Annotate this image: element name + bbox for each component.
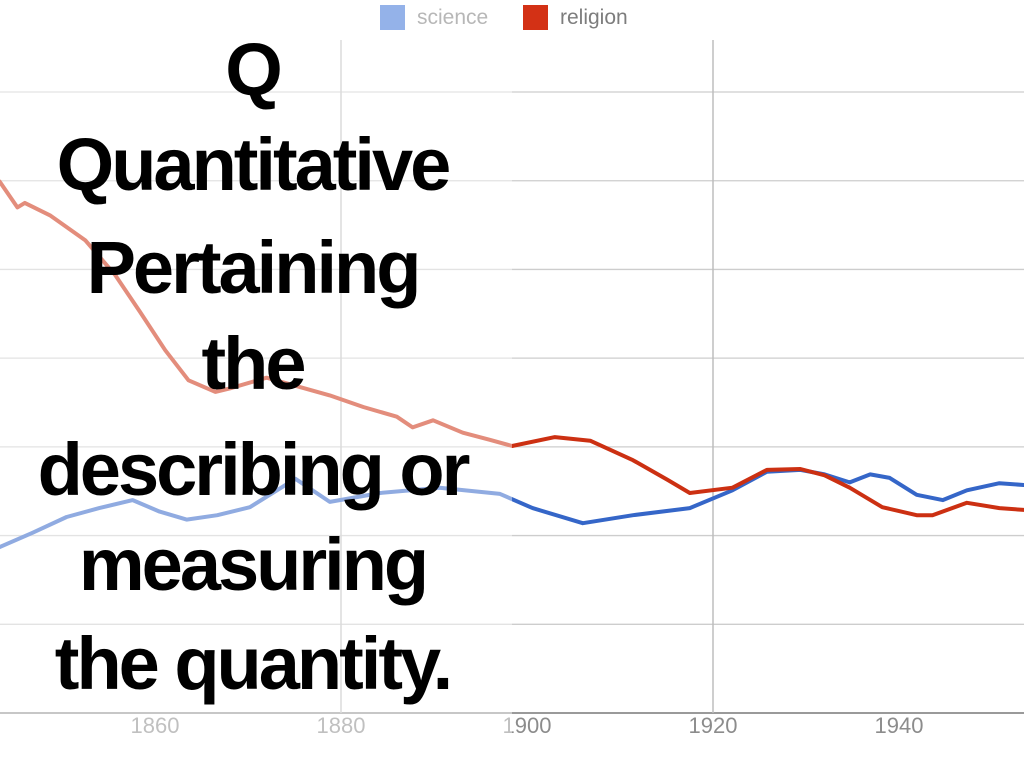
- religion-legend-swatch: [523, 5, 548, 30]
- x-tick-1900: 1900: [503, 713, 552, 738]
- science-legend-label: science: [417, 6, 488, 29]
- x-tick-1860: 1860: [131, 713, 180, 738]
- x-axis-labels: 1860 1880 1900 1920 1940: [131, 713, 924, 738]
- x-tick-1940: 1940: [875, 713, 924, 738]
- x-tick-1880: 1880: [317, 713, 366, 738]
- religion-legend-label: religion: [560, 6, 628, 29]
- x-tick-1920: 1920: [689, 713, 738, 738]
- science-legend-swatch: [380, 5, 405, 30]
- chart-legend: science religion: [380, 5, 628, 30]
- vertical-gridlines: [340, 40, 714, 713]
- religion-line: [0, 179, 1024, 518]
- left-half-fade-overlay: [0, 0, 512, 768]
- science-line: [0, 467, 1024, 550]
